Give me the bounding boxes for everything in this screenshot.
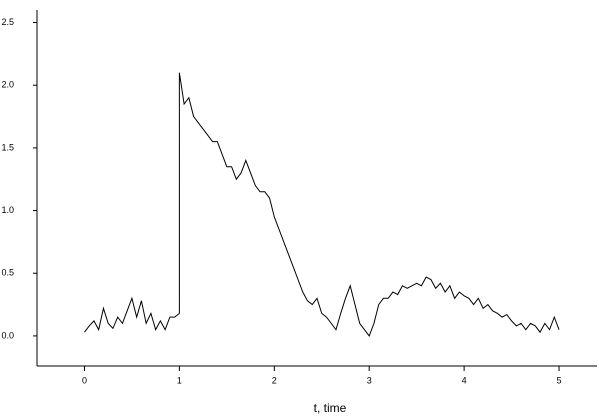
x-tick-label: 3 [367,375,372,385]
x-tick-label: 1 [177,375,182,385]
y-tick-label: 0.0 [1,330,14,340]
y-tick-label: 0.5 [1,268,14,278]
y-tick-label: 2.0 [1,80,14,90]
y-tick-label: 2.5 [1,17,14,27]
y-tick-label: 1.5 [1,142,14,152]
x-tick-label: 4 [462,375,467,385]
x-tick-label: 0 [82,375,87,385]
x-tick-label: 5 [557,375,562,385]
y-tick-label: 1.0 [1,205,14,215]
x-tick-label: 2 [272,375,277,385]
data-line [84,72,560,337]
x-axis-title: t, time [314,401,347,415]
